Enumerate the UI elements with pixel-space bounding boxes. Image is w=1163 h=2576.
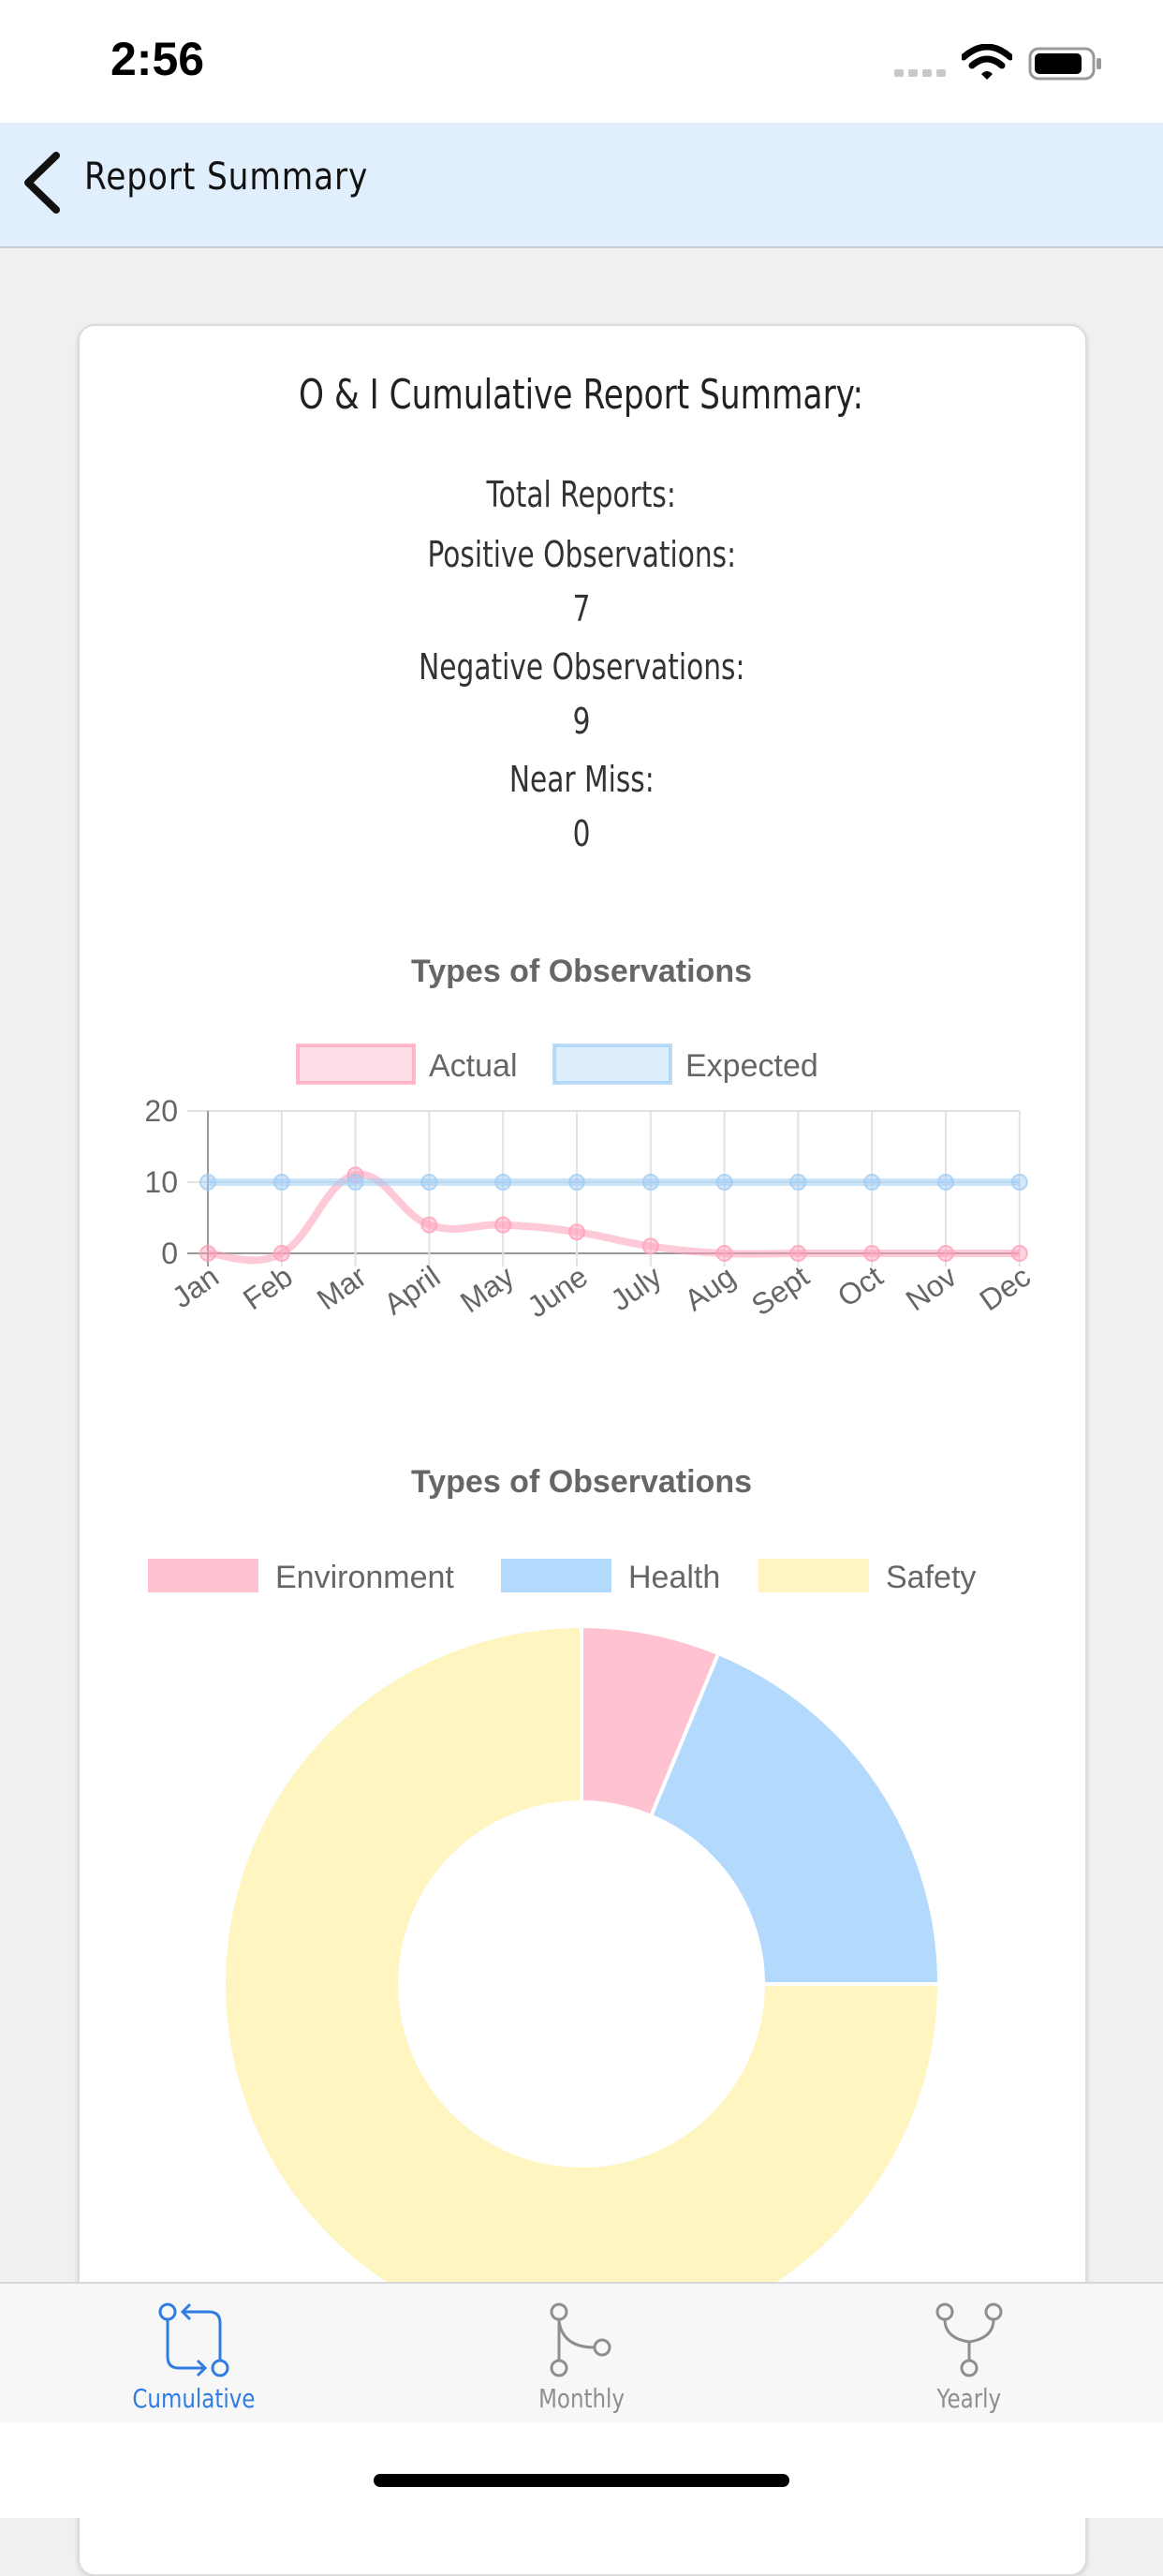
x-tick-label: Nov: [900, 1259, 963, 1317]
legend-swatch-actual: [296, 1044, 416, 1085]
legend-swatch-expected: [552, 1044, 672, 1085]
negative-observations-value: 9: [572, 701, 591, 742]
wifi-icon: [962, 44, 1012, 80]
x-tick-label: June: [522, 1259, 594, 1324]
data-point-actual: [272, 1245, 290, 1262]
data-point-expected: [272, 1174, 290, 1191]
donut-slice-safety: [222, 1623, 942, 2282]
report-title: O & I Cumulative Report Summary:: [299, 371, 864, 419]
total-reports-label: Total Reports:: [486, 474, 677, 515]
back-chevron-icon[interactable]: [21, 152, 62, 214]
git-merge-icon: [550, 2302, 611, 2377]
near-miss-value: 0: [572, 813, 591, 854]
data-point-actual: [568, 1223, 585, 1241]
legend-swatch-environment: [148, 1559, 258, 1592]
x-tick-label: Aug: [678, 1259, 741, 1317]
data-point-expected: [863, 1174, 881, 1191]
legend-label-safety: Safety: [886, 1560, 976, 1595]
data-point-actual: [863, 1245, 881, 1262]
legend-label-actual: Actual: [429, 1048, 518, 1084]
line-chart-title: Types of Observations: [410, 954, 753, 989]
data-point-expected: [420, 1174, 438, 1191]
x-tick-label: Dec: [974, 1259, 1037, 1317]
battery-icon: [1028, 47, 1101, 81]
status-time: 2:56: [110, 33, 205, 85]
positive-observations-value: 7: [572, 588, 591, 629]
page-title: Report Summary: [84, 155, 369, 199]
x-tick-label: May: [454, 1259, 520, 1319]
data-point-actual: [715, 1245, 733, 1262]
data-point-expected: [789, 1174, 807, 1191]
data-point-expected: [1010, 1174, 1028, 1191]
legend-swatch-safety: [758, 1559, 869, 1592]
home-indicator: [374, 2474, 789, 2487]
git-fork-icon: [935, 2302, 1003, 2377]
data-point-expected: [715, 1174, 733, 1191]
tab-monthly[interactable]: Monthly: [388, 2282, 775, 2422]
donut-chart: Environment Health Safety: [148, 1559, 976, 2282]
data-point-expected: [568, 1174, 585, 1191]
x-tick-label: Oct: [832, 1259, 890, 1313]
tab-label: Cumulative: [132, 2383, 256, 2414]
y-tick-label: 0: [161, 1236, 178, 1270]
data-point-expected: [199, 1174, 216, 1191]
data-point-expected: [346, 1174, 364, 1191]
data-point-actual: [937, 1245, 954, 1262]
positive-observations-label: Positive Observations:: [427, 534, 736, 575]
series-line-actual: [207, 1171, 1020, 1265]
tab-cumulative[interactable]: Cumulative: [0, 2282, 388, 2422]
negative-observations-label: Negative Observations:: [418, 646, 745, 688]
legend-label-environment: Environment: [275, 1560, 454, 1595]
x-tick-label: Sept: [745, 1259, 816, 1322]
status-bar: [0, 0, 1163, 123]
data-point-actual: [641, 1237, 659, 1255]
legend-label-expected: Expected: [685, 1048, 818, 1084]
donut-slice-health: [648, 1651, 942, 1986]
signal-icon: [894, 69, 946, 77]
data-point-expected: [937, 1174, 954, 1191]
legend-label-health: Health: [628, 1560, 720, 1595]
tab-label: Yearly: [936, 2383, 1002, 2414]
near-miss-label: Near Miss:: [508, 759, 655, 800]
tab-yearly[interactable]: Yearly: [775, 2282, 1163, 2422]
nav-bar: [0, 123, 1163, 248]
x-tick-label: Mar: [311, 1259, 373, 1316]
data-point-actual: [494, 1216, 512, 1234]
data-point-expected: [641, 1174, 659, 1191]
data-point-actual: [789, 1245, 807, 1262]
data-point-expected: [494, 1174, 512, 1191]
legend-swatch-health: [501, 1559, 611, 1592]
data-point-actual: [1010, 1245, 1028, 1262]
x-tick-label: July: [605, 1259, 668, 1317]
y-tick-label: 20: [144, 1094, 178, 1128]
donut-chart-title: Types of Observations: [410, 1464, 753, 1500]
x-tick-label: April: [377, 1259, 446, 1321]
y-tick-label: 10: [144, 1165, 178, 1199]
data-point-actual: [420, 1216, 438, 1234]
data-point-actual: [199, 1245, 216, 1262]
tab-label: Monthly: [538, 2383, 625, 2414]
x-tick-label: Feb: [237, 1259, 299, 1316]
compare-arrows-icon: [158, 2302, 229, 2377]
home-indicator-area: [0, 2422, 1163, 2518]
